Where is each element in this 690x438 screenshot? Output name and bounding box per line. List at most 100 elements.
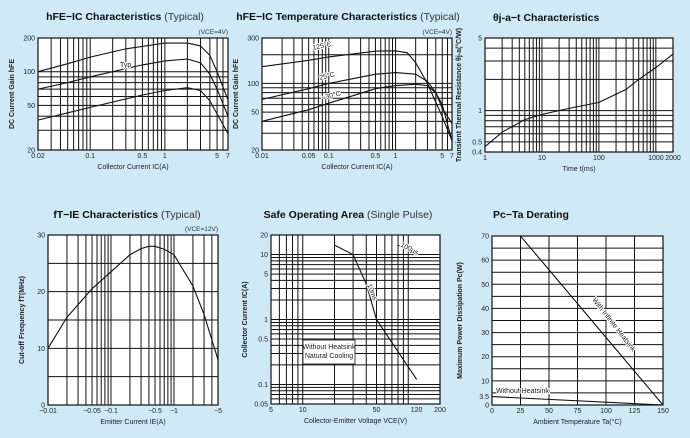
test-condition: (VCE=4V) [199, 29, 228, 36]
x-tick-label: −0.1 [104, 408, 118, 415]
y-axis-label: Maximum Power Dissipation Pc(W) [457, 262, 464, 379]
x-tick-label: −0.01 [39, 408, 57, 415]
series-line [37, 58, 229, 117]
chart-title-main: Safe Operating Area [264, 209, 365, 221]
test-condition: (VCE=12V) [185, 226, 218, 233]
y-tick-label: 10 [481, 378, 489, 385]
y-tick-label: 0.05 [254, 402, 268, 409]
y-tick-label: 1 [264, 317, 268, 324]
y-axis-label: Transient Thermal Resistance θj-a(°C/W) [455, 28, 463, 162]
y-tick-label: 50 [251, 110, 259, 117]
series-line [484, 53, 674, 148]
chart-title: fT−IE Characteristics (Typical) [53, 209, 200, 221]
y-tick-label: 20 [481, 354, 489, 361]
x-tick-label: 50 [373, 407, 381, 414]
x-tick-label: 2000 [665, 155, 681, 162]
x-tick-label: 5 [269, 407, 273, 414]
y-tick-label: 10 [37, 346, 45, 353]
y-tick-label: 5 [264, 272, 268, 279]
x-tick-label: 1 [483, 155, 487, 162]
y-tick-label: 20 [37, 289, 45, 296]
x-tick-label: 150 [657, 408, 669, 415]
chart-title: hFE−IC Characteristics (Typical) [46, 11, 204, 23]
chart-title-main: Pc−Ta Derating [493, 209, 569, 221]
annotation-box [302, 339, 356, 365]
chart-subtitle: (Single Pulse) [367, 209, 432, 221]
x-tick-label: 0.1 [85, 153, 95, 160]
x-tick-label: 120 [411, 407, 423, 414]
y-tick-label: 100 [247, 81, 259, 88]
chart-4: −0.01 −0.05 −0.1 −0.5 −1 −5 0 10 20 30 fT−IE Chara… [19, 209, 222, 426]
x-tick-label: 5 [215, 153, 219, 160]
chart-title-main: θj-a−t Characteristics [493, 12, 600, 24]
annotation-text: Natural Cooling [305, 353, 353, 360]
x-tick-label: 0.05 [302, 153, 316, 160]
x-tick-label: 7 [226, 153, 230, 160]
y-axis-label: Collector Current IC(A) [242, 281, 249, 357]
test-condition: (VCE=4V) [423, 29, 452, 36]
series-line [37, 87, 229, 134]
chart-title: hFE−IC Temperature Characteristics (Typi… [236, 11, 460, 23]
chart-subtitle: (Typical) [161, 209, 201, 221]
x-tick-label: 0.1 [324, 153, 334, 160]
x-tick-label: 75 [574, 408, 582, 415]
x-tick-label: −1 [170, 408, 178, 415]
x-tick-label: 0.02 [31, 153, 45, 160]
y-tick-label: 0 [485, 403, 489, 410]
series-line [37, 42, 229, 101]
x-tick-label: 100 [593, 155, 605, 162]
y-tick-label: 30 [481, 330, 489, 337]
y-tick-label: 50 [481, 282, 489, 289]
x-axis-label: Collector Current IC(A) [97, 164, 168, 171]
y-tick-label: 3.5 [479, 394, 489, 401]
chart-title: Pc−Ta Derating [493, 209, 569, 221]
series-label: Typ [120, 62, 131, 69]
chart-1: 0.02 0.1 0.5 1 5 7 20 50 100 200 Typ hFE−IC Charact… [9, 11, 230, 171]
y-tick-label: 20 [27, 148, 35, 155]
chart-subtitle: (Typical) [164, 11, 204, 23]
series-label: Without Heatsink [496, 388, 549, 395]
x-axis-label: Collector Current IC(A) [321, 164, 392, 171]
plot-area [484, 37, 674, 153]
chart-title: θj-a−t Characteristics [493, 12, 600, 24]
series-line [492, 235, 664, 406]
x-tick-label: −0.5 [148, 408, 162, 415]
y-tick-label: 0.1 [258, 382, 268, 389]
x-tick-label: −0.05 [83, 408, 101, 415]
chart-title-main: fT−IE Characteristics [53, 209, 158, 221]
x-tick-label: 10 [299, 407, 307, 414]
series-line [491, 396, 664, 406]
y-tick-label: 1 [478, 108, 482, 115]
x-tick-label: 0.5 [138, 153, 148, 160]
series-line [261, 72, 453, 124]
y-tick-label: 0.5 [258, 337, 268, 344]
chart-title: Safe Operating Area (Single Pulse) [264, 209, 433, 221]
plot-area [37, 37, 229, 151]
y-tick-label: 70 [481, 234, 489, 241]
chart-3: 1 10 100 1000 2000 0.4 0.5 1 5 θj-a−t Characteris… [455, 12, 681, 173]
y-tick-label: 30 [37, 233, 45, 240]
x-tick-label: 125 [629, 408, 641, 415]
y-tick-label: 20 [260, 233, 268, 240]
y-tick-label: 50 [27, 103, 35, 110]
y-axis-label: Cut-off Frequency fT(MHz) [19, 276, 26, 364]
y-tick-label: 60 [481, 258, 489, 265]
x-tick-label: 0.01 [255, 153, 269, 160]
x-tick-label: 200 [434, 407, 446, 414]
x-tick-label: 0 [490, 408, 494, 415]
x-axis-label: Ambient Temperature Ta(°C) [533, 418, 622, 426]
series-line [47, 245, 219, 360]
series-line [397, 244, 417, 256]
x-tick-label: 25 [517, 408, 525, 415]
chart-2: 0.01 0.05 0.1 0.5 1 5 72050100300125°C25°C−30°… [233, 11, 460, 171]
x-tick-label: 1 [163, 153, 167, 160]
chart-title-main: hFE−IC Characteristics [46, 11, 161, 23]
y-tick-label: 0 [41, 403, 45, 410]
x-tick-label: 1000 [648, 155, 664, 162]
series-line [261, 50, 453, 142]
y-tick-label: 200 [23, 36, 35, 43]
x-tick-label: 0.5 [371, 153, 381, 160]
x-tick-label: 7 [450, 153, 454, 160]
